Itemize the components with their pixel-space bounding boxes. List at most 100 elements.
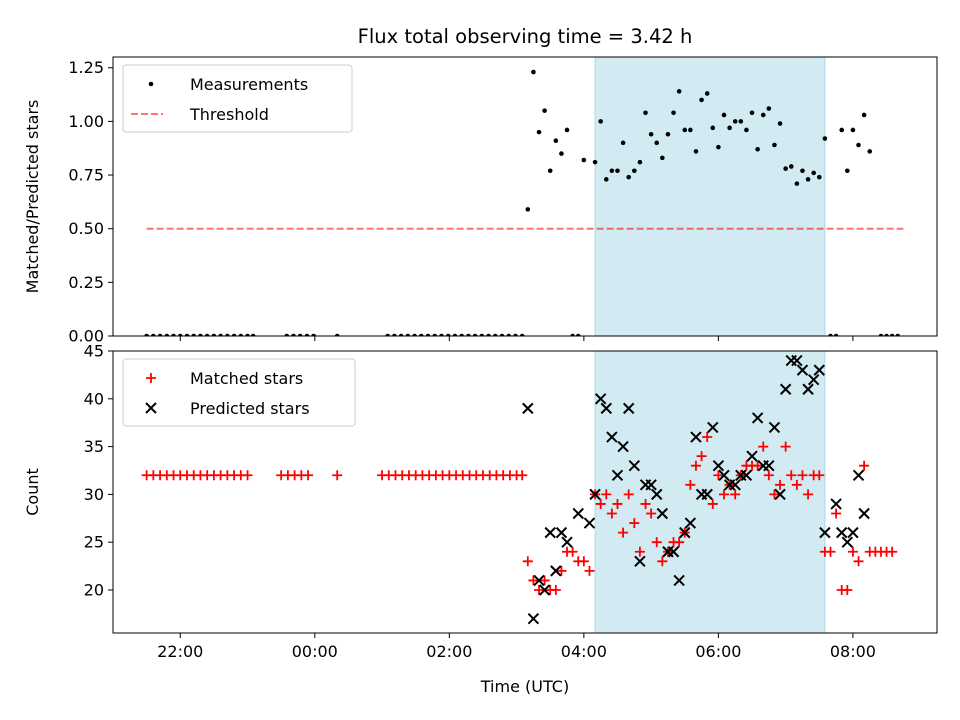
top-panel: 0.00 0.25 0.50 0.75 1.00 1.25 Matched/Predicte… [23, 56, 938, 346]
measurements-point [459, 333, 464, 336]
y-tick-label: 0.50 [68, 219, 104, 238]
matched-stars-point [752, 460, 763, 471]
measurements-point [637, 159, 643, 165]
predicted-stars-point [667, 546, 680, 558]
measurements-point [439, 333, 444, 336]
measurements-point [738, 119, 744, 124]
measurements-point [732, 119, 738, 124]
matched-stars-point [847, 546, 858, 557]
matched-stars-point [887, 546, 898, 557]
axes-frame [112, 56, 938, 337]
matched-stars-point [685, 479, 696, 490]
measurements-point [626, 174, 632, 180]
measurements-point [525, 207, 531, 212]
measurements-point [822, 136, 828, 141]
legend-label: Matched stars [190, 369, 303, 388]
measurements-point [466, 333, 471, 336]
measurements-point [151, 333, 156, 336]
measurements-point [693, 149, 699, 154]
measurements-point [581, 157, 587, 163]
predicted-stars-point [718, 469, 730, 481]
measurements-point [688, 127, 693, 133]
predicted-stars-point [707, 421, 719, 434]
measurements-point [405, 333, 411, 336]
predicted-stars-point [701, 488, 713, 501]
legend-box [122, 358, 356, 427]
measurements-point [828, 333, 833, 336]
legend: Measurements Threshold [122, 64, 353, 133]
legend-label: Predicted stars [190, 399, 310, 418]
y-tick-label: 0.00 [68, 327, 104, 346]
matched-stars-point [763, 470, 774, 481]
measurements-point [783, 166, 788, 171]
matched-stars-point [612, 498, 623, 509]
predicted-stars-point [634, 555, 646, 568]
y-tick-label: 40 [84, 389, 104, 408]
measurements-point [788, 164, 794, 169]
matched-stars-point [786, 470, 797, 481]
measurements-point [184, 333, 190, 336]
measurements-point [291, 333, 296, 336]
measurements-point [570, 333, 575, 336]
x-tick-label: 02:00 [426, 642, 472, 661]
predicted-stars-point [712, 460, 725, 472]
y-tick-label: 1.25 [68, 58, 104, 77]
measurements-point [889, 333, 895, 336]
measurements-point [620, 140, 626, 146]
predicted-stars-point [544, 526, 556, 539]
measurements-point [419, 333, 424, 336]
matched-stars-point [618, 527, 629, 538]
predicted-stars-point [561, 536, 573, 548]
predicted-stars-point [813, 364, 825, 376]
measurements-point [536, 129, 542, 135]
matched-stars-point [713, 470, 724, 481]
bottom-panel: 20 25 30 35 40 45 22:00 00:00 02:00 04:00 06:00 08:… [23, 342, 938, 661]
predicted-stars-point [802, 383, 814, 395]
measurements-point [671, 110, 676, 116]
matched-stars-point [690, 460, 701, 471]
measurements-point [609, 168, 615, 174]
plot-area [141, 354, 898, 625]
predicted-stars-point [522, 402, 534, 415]
measurements-point [794, 181, 800, 186]
measurements-point [191, 333, 197, 336]
y-tick-label: 0.25 [68, 273, 104, 292]
predicted-stars-point [651, 488, 663, 501]
matched-stars-point [831, 508, 842, 519]
matched-stars-point [842, 584, 853, 595]
measurements-point [452, 333, 458, 336]
measurements-point [772, 142, 777, 148]
measurements-point [760, 112, 766, 118]
matched-stars-point [780, 441, 791, 452]
measurements-point [238, 333, 244, 336]
predicted-stars-point [729, 479, 741, 491]
measurements-point [592, 159, 598, 165]
matched-stars-point [517, 470, 528, 481]
x-tick-label: 00:00 [292, 642, 338, 661]
measurements-point [564, 127, 570, 133]
measurements-point [385, 333, 390, 336]
measurements-point [816, 174, 822, 180]
predicted-stars-point [796, 364, 809, 376]
measurements-point [749, 110, 755, 116]
measurements-point [311, 333, 316, 336]
matched-stars-point [707, 498, 718, 509]
predicted-stars-point [690, 431, 702, 443]
legend-marker [146, 373, 156, 383]
matched-stars-point [797, 470, 808, 481]
measurements-point [559, 151, 564, 156]
measurements-point [654, 140, 660, 146]
predicted-stars-point [628, 460, 641, 472]
legend-box [122, 64, 353, 133]
measurements-point [547, 168, 553, 174]
predicted-stars-point [589, 488, 601, 501]
measurements-point [144, 333, 149, 336]
measurements-point [211, 333, 217, 336]
measurements-point [164, 333, 170, 336]
measurements-point [615, 168, 620, 174]
measurements-point [398, 333, 404, 336]
matched-stars-point [332, 470, 343, 481]
measurements-point [800, 168, 805, 174]
measurements-point [850, 127, 856, 133]
predicted-stars-point [835, 526, 848, 539]
